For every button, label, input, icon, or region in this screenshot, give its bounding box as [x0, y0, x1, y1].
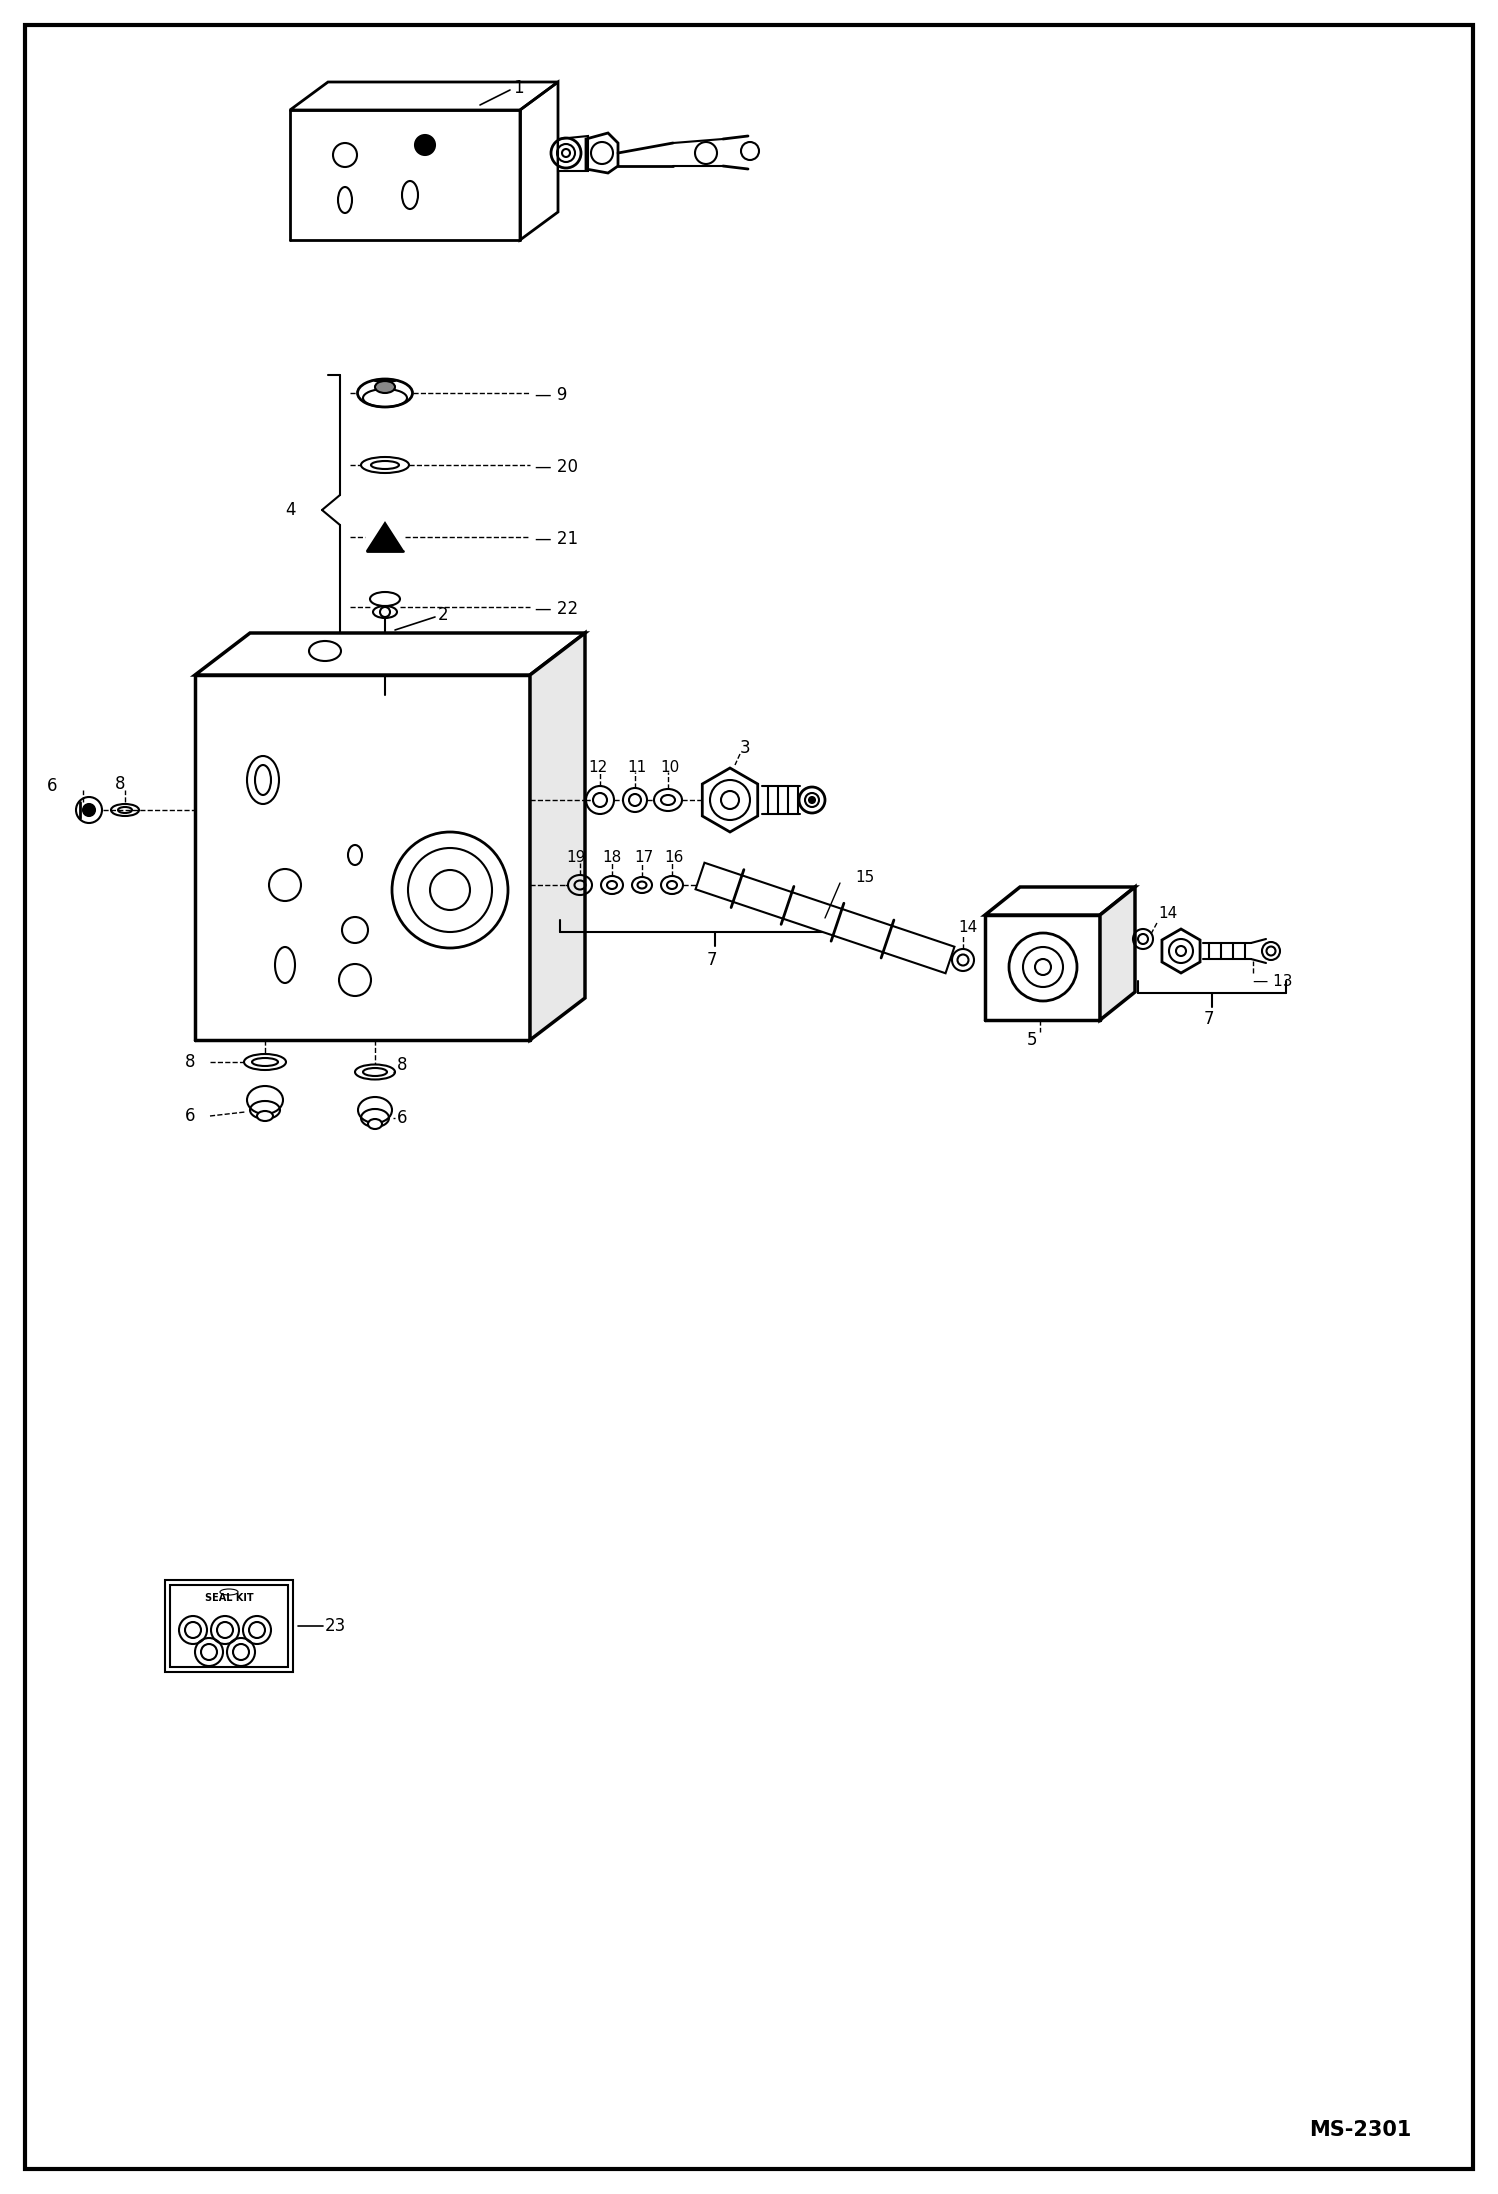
- Text: 1: 1: [512, 79, 524, 97]
- Ellipse shape: [369, 1119, 382, 1130]
- Text: MS-2301: MS-2301: [1309, 2119, 1411, 2139]
- Text: — 21: — 21: [535, 531, 578, 548]
- Ellipse shape: [374, 382, 395, 393]
- Text: 8: 8: [397, 1055, 407, 1075]
- Text: — 22: — 22: [535, 599, 578, 619]
- Text: 6: 6: [397, 1108, 407, 1128]
- Text: — 13: — 13: [1252, 974, 1293, 989]
- Text: 2: 2: [437, 606, 448, 623]
- Text: 11: 11: [628, 761, 646, 774]
- Text: 8: 8: [115, 774, 126, 792]
- Text: — 20: — 20: [535, 459, 578, 476]
- Text: 16: 16: [664, 849, 683, 864]
- Circle shape: [82, 803, 94, 816]
- Text: 7: 7: [707, 950, 718, 970]
- Text: — 9: — 9: [535, 386, 568, 404]
- Text: 4: 4: [285, 500, 295, 520]
- Ellipse shape: [258, 1110, 273, 1121]
- Polygon shape: [695, 862, 954, 974]
- Text: 6: 6: [184, 1108, 196, 1126]
- Ellipse shape: [809, 796, 815, 803]
- Polygon shape: [1162, 928, 1200, 972]
- Text: SEAL KIT: SEAL KIT: [205, 1593, 253, 1604]
- Text: 14: 14: [959, 921, 977, 935]
- Text: 8: 8: [184, 1053, 196, 1071]
- Polygon shape: [986, 886, 1135, 915]
- Circle shape: [721, 792, 739, 810]
- Circle shape: [415, 136, 434, 156]
- Text: 14: 14: [1158, 906, 1177, 921]
- Polygon shape: [557, 136, 589, 171]
- Bar: [169, 1584, 288, 1667]
- Text: 12: 12: [589, 761, 607, 774]
- Polygon shape: [195, 634, 586, 676]
- Text: 23: 23: [325, 1617, 346, 1635]
- Circle shape: [380, 608, 389, 617]
- Text: 19: 19: [566, 849, 586, 864]
- Text: 18: 18: [602, 849, 622, 864]
- Polygon shape: [1100, 886, 1135, 1020]
- Circle shape: [1176, 946, 1186, 957]
- Text: 17: 17: [634, 849, 653, 864]
- Polygon shape: [530, 634, 586, 1040]
- Text: 15: 15: [855, 871, 875, 886]
- Text: 6: 6: [46, 777, 57, 794]
- Polygon shape: [703, 768, 758, 832]
- Text: 10: 10: [661, 761, 679, 774]
- Text: 3: 3: [740, 739, 750, 757]
- Text: 5: 5: [1028, 1031, 1038, 1049]
- Polygon shape: [367, 522, 403, 551]
- Ellipse shape: [562, 149, 571, 158]
- Text: 7: 7: [1204, 1009, 1215, 1029]
- Bar: [165, 1580, 294, 1672]
